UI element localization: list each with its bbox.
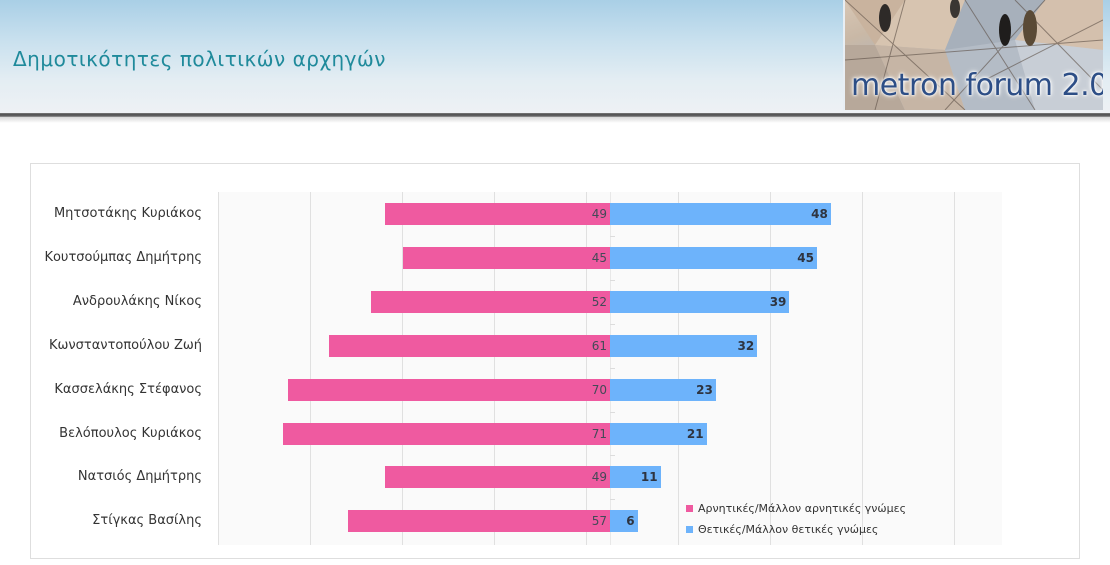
axis-tick (610, 235, 615, 237)
gridline (310, 192, 311, 545)
bar-positive-value: 48 (811, 207, 828, 221)
bar-positive-value: 23 (696, 382, 713, 397)
category-label: Κωνσταντοπούλου Ζωή (49, 337, 202, 353)
bar-positive-value: 39 (769, 294, 787, 309)
bar-positive[interactable] (610, 334, 758, 357)
bar-positive[interactable] (610, 466, 661, 489)
legend-label-positive: Θετικές/Μάλλον θετικές γνώμες (698, 523, 879, 536)
axis-tick (610, 367, 615, 369)
axis-tick (610, 323, 615, 325)
bar-negative-value: 45 (591, 250, 607, 265)
category-label: Κουτσούμπας Δημήτρης (44, 249, 202, 265)
bar-positive[interactable] (610, 246, 817, 269)
category-label: Βελόπουλος Κυριάκος (59, 425, 202, 441)
gridline (218, 192, 219, 545)
bar-negative-value: 71 (591, 426, 607, 441)
chart-legend: Αρνητικές/Μάλλον αρνητικές γνώμες Θετικέ… (686, 498, 906, 540)
logo-text: metron forum 2.0 (851, 68, 1103, 103)
bar-positive-value: 32 (737, 338, 755, 353)
page-title: Δημοτικότητες πολιτικών αρχηγών (13, 47, 386, 71)
bar-negative[interactable] (384, 203, 610, 225)
legend-swatch-positive-icon (686, 526, 693, 533)
axis-tick (610, 455, 615, 457)
metron-forum-logo: metron forum 2.0 (843, 0, 1103, 110)
bar-negative[interactable] (288, 378, 610, 401)
header-shadow (0, 117, 1110, 123)
header-divider (0, 113, 1110, 117)
category-label: Κασσελάκης Στέφανος (54, 381, 202, 397)
legend-item-positive[interactable]: Θετικές/Μάλλον θετικές γνώμες (686, 519, 906, 540)
bar-negative-value: 49 (591, 470, 607, 485)
bar-positive-value: 21 (686, 426, 704, 441)
gridline (402, 192, 403, 545)
logo-photo-icon (845, 0, 1103, 110)
bar-positive-value: 6 (626, 514, 635, 529)
gridline (954, 192, 955, 545)
category-label: Μητσοτάκης Κυριάκος (53, 206, 202, 221)
bar-negative-value: 70 (591, 382, 607, 397)
legend-item-negative[interactable]: Αρνητικές/Μάλλον αρνητικές γνώμες (686, 498, 906, 519)
bar-negative[interactable] (384, 466, 610, 489)
bar-positive[interactable] (610, 290, 790, 313)
gridline (494, 192, 495, 545)
bar-negative[interactable] (329, 334, 610, 357)
gridline (678, 192, 679, 545)
axis-tick (610, 279, 615, 281)
category-label: Στίγκας Βασίλης (92, 513, 202, 529)
bar-negative-value: 57 (591, 514, 607, 529)
bar-positive[interactable] (610, 203, 831, 225)
gridline (770, 192, 771, 545)
bar-negative[interactable] (403, 246, 610, 269)
bar-negative[interactable] (283, 422, 610, 445)
gridline (862, 192, 863, 545)
bar-negative-value: 49 (591, 207, 607, 221)
axis-tick (610, 499, 615, 501)
category-label: Ανδρουλάκης Νίκος (72, 293, 202, 309)
bar-positive-value: 45 (797, 250, 814, 265)
legend-swatch-negative-icon (686, 505, 693, 512)
gridline (586, 192, 587, 545)
bar-negative[interactable] (370, 290, 610, 313)
bar-negative-value: 61 (591, 338, 607, 353)
bar-positive[interactable] (610, 510, 638, 533)
axis-tick (610, 411, 615, 413)
bar-positive[interactable] (610, 422, 707, 445)
bar-negative-value: 52 (591, 294, 607, 309)
bar-positive[interactable] (610, 378, 716, 401)
category-label: Νατσιός Δημήτρης (77, 469, 202, 485)
bar-positive-value: 11 (640, 470, 658, 485)
legend-label-negative: Αρνητικές/Μάλλον αρνητικές γνώμες (698, 502, 907, 515)
bar-negative[interactable] (347, 510, 610, 533)
